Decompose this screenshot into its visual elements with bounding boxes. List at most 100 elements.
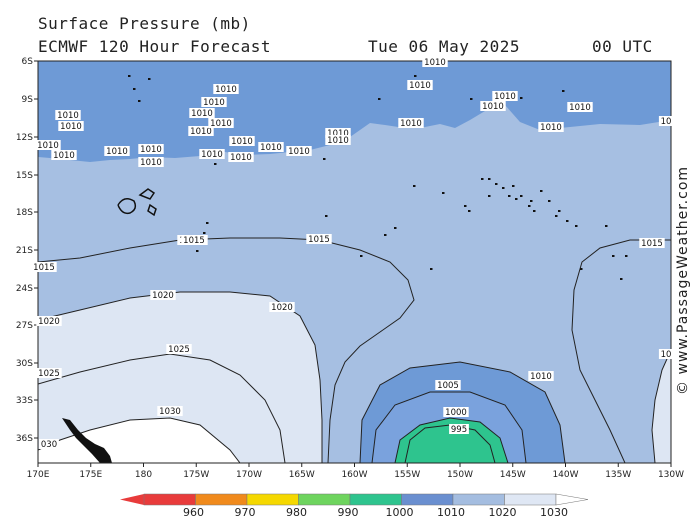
lat-label: 36S bbox=[16, 434, 33, 444]
legend-label: 990 bbox=[338, 506, 359, 519]
legend-swatch bbox=[504, 493, 557, 506]
island bbox=[360, 255, 363, 257]
svg-text:1010: 1010 bbox=[37, 141, 59, 151]
contour-label: 1015 bbox=[306, 234, 332, 245]
svg-text:1010: 1010 bbox=[201, 150, 223, 160]
longitude-axis: 170E 175E 180 175W 170W 165W 160W 155W 150W 145W 1… bbox=[27, 463, 684, 480]
contour-label: 1010 bbox=[325, 135, 351, 146]
lon-label: 130W bbox=[658, 470, 684, 480]
island bbox=[378, 98, 381, 100]
island bbox=[520, 97, 523, 99]
island bbox=[128, 75, 131, 77]
contour-label: 1020 bbox=[269, 302, 295, 313]
contour-label: 1010 bbox=[201, 97, 227, 108]
lat-label: 30S bbox=[16, 359, 33, 369]
svg-text:1015: 1015 bbox=[33, 263, 55, 273]
lon-label: 170W bbox=[236, 470, 262, 480]
svg-text:1020: 1020 bbox=[152, 291, 174, 301]
svg-text:1020: 1020 bbox=[38, 317, 60, 327]
contour-label: 1000 bbox=[443, 407, 469, 418]
island bbox=[562, 90, 565, 92]
new-zealand-land bbox=[62, 418, 112, 463]
svg-text:995: 995 bbox=[451, 425, 467, 435]
contour-label: 1010 bbox=[567, 102, 593, 113]
contour-label: 1020 bbox=[150, 290, 176, 301]
legend-label: 1030 bbox=[540, 506, 568, 519]
forecast-time: 00 UTC bbox=[592, 37, 653, 56]
svg-text:1010: 1010 bbox=[260, 143, 282, 153]
contour-label: 1010 bbox=[528, 371, 554, 382]
island bbox=[558, 210, 561, 212]
island bbox=[605, 225, 608, 227]
contour-label: 1010 bbox=[422, 57, 448, 68]
lat-label: 24S bbox=[16, 284, 33, 294]
contour-label: 1010 bbox=[35, 140, 61, 151]
legend-label: 1020 bbox=[489, 506, 517, 519]
island bbox=[394, 227, 397, 229]
legend-swatch bbox=[401, 493, 454, 506]
contour-label: 1010 bbox=[208, 118, 234, 129]
lon-label: 165W bbox=[289, 470, 315, 480]
island bbox=[196, 250, 199, 252]
island bbox=[580, 268, 583, 270]
contour-label: 1010 bbox=[407, 80, 433, 91]
contour-label: 1010 bbox=[492, 91, 518, 102]
island bbox=[481, 178, 484, 180]
contour-label: 1020 bbox=[36, 316, 62, 327]
lon-label: 135W bbox=[605, 470, 631, 480]
svg-text:1010: 1010 bbox=[53, 151, 75, 161]
svg-text:1010: 1010 bbox=[230, 153, 252, 163]
contour-label: 1010 bbox=[138, 144, 164, 155]
island bbox=[138, 100, 141, 102]
lon-label: 155W bbox=[394, 470, 420, 480]
lon-label: 145W bbox=[500, 470, 526, 480]
legend-swatch bbox=[143, 493, 196, 506]
pressure-band-1020-1030 bbox=[38, 292, 322, 463]
lon-label: 160W bbox=[341, 470, 367, 480]
island bbox=[325, 215, 328, 217]
island bbox=[413, 185, 416, 187]
island bbox=[555, 215, 558, 217]
contour-label: 1010 bbox=[229, 136, 255, 147]
island bbox=[612, 255, 615, 257]
lon-label: 170E bbox=[27, 470, 50, 480]
contour-label: 1025 bbox=[36, 368, 62, 379]
island bbox=[620, 278, 623, 280]
contour-label: 1010 bbox=[325, 128, 351, 139]
svg-text:1010: 1010 bbox=[190, 127, 212, 137]
svg-text:10: 10 bbox=[661, 350, 672, 360]
svg-text:1010: 1010 bbox=[231, 137, 253, 147]
pacific-islands bbox=[117, 75, 628, 280]
island bbox=[495, 183, 498, 185]
svg-text:1010: 1010 bbox=[140, 145, 162, 155]
contour-label: 1010 bbox=[58, 121, 84, 132]
contour-label: 1010 bbox=[258, 142, 284, 153]
legend-swatch bbox=[298, 493, 351, 506]
contour-label: 1030 bbox=[157, 406, 183, 417]
contour-label: 1010 bbox=[51, 150, 77, 161]
island bbox=[470, 98, 473, 100]
contour-labels: 1010101010101010101010101010101010101010… bbox=[31, 57, 674, 450]
svg-text:1010: 1010 bbox=[140, 158, 162, 168]
svg-text:1010: 1010 bbox=[482, 102, 504, 112]
island bbox=[442, 192, 445, 194]
island bbox=[528, 205, 531, 207]
island bbox=[575, 225, 578, 227]
island bbox=[502, 187, 505, 189]
contour-label: 1015 bbox=[639, 238, 665, 249]
island bbox=[530, 200, 533, 202]
legend-swatch bbox=[349, 493, 402, 506]
svg-text:1020: 1020 bbox=[271, 303, 293, 313]
contour-label: 995 bbox=[449, 424, 469, 435]
svg-text:10: 10 bbox=[661, 117, 672, 127]
island bbox=[323, 158, 326, 160]
lon-label: 180 bbox=[135, 470, 152, 480]
pressure-band-above-1030 bbox=[38, 418, 240, 463]
contour-label: 1010 bbox=[213, 84, 239, 95]
contour-label: 030 bbox=[39, 439, 59, 450]
svg-text:1010: 1010 bbox=[215, 85, 237, 95]
lon-label: 175W bbox=[183, 470, 209, 480]
island bbox=[468, 210, 471, 212]
svg-text:1010: 1010 bbox=[424, 58, 446, 68]
